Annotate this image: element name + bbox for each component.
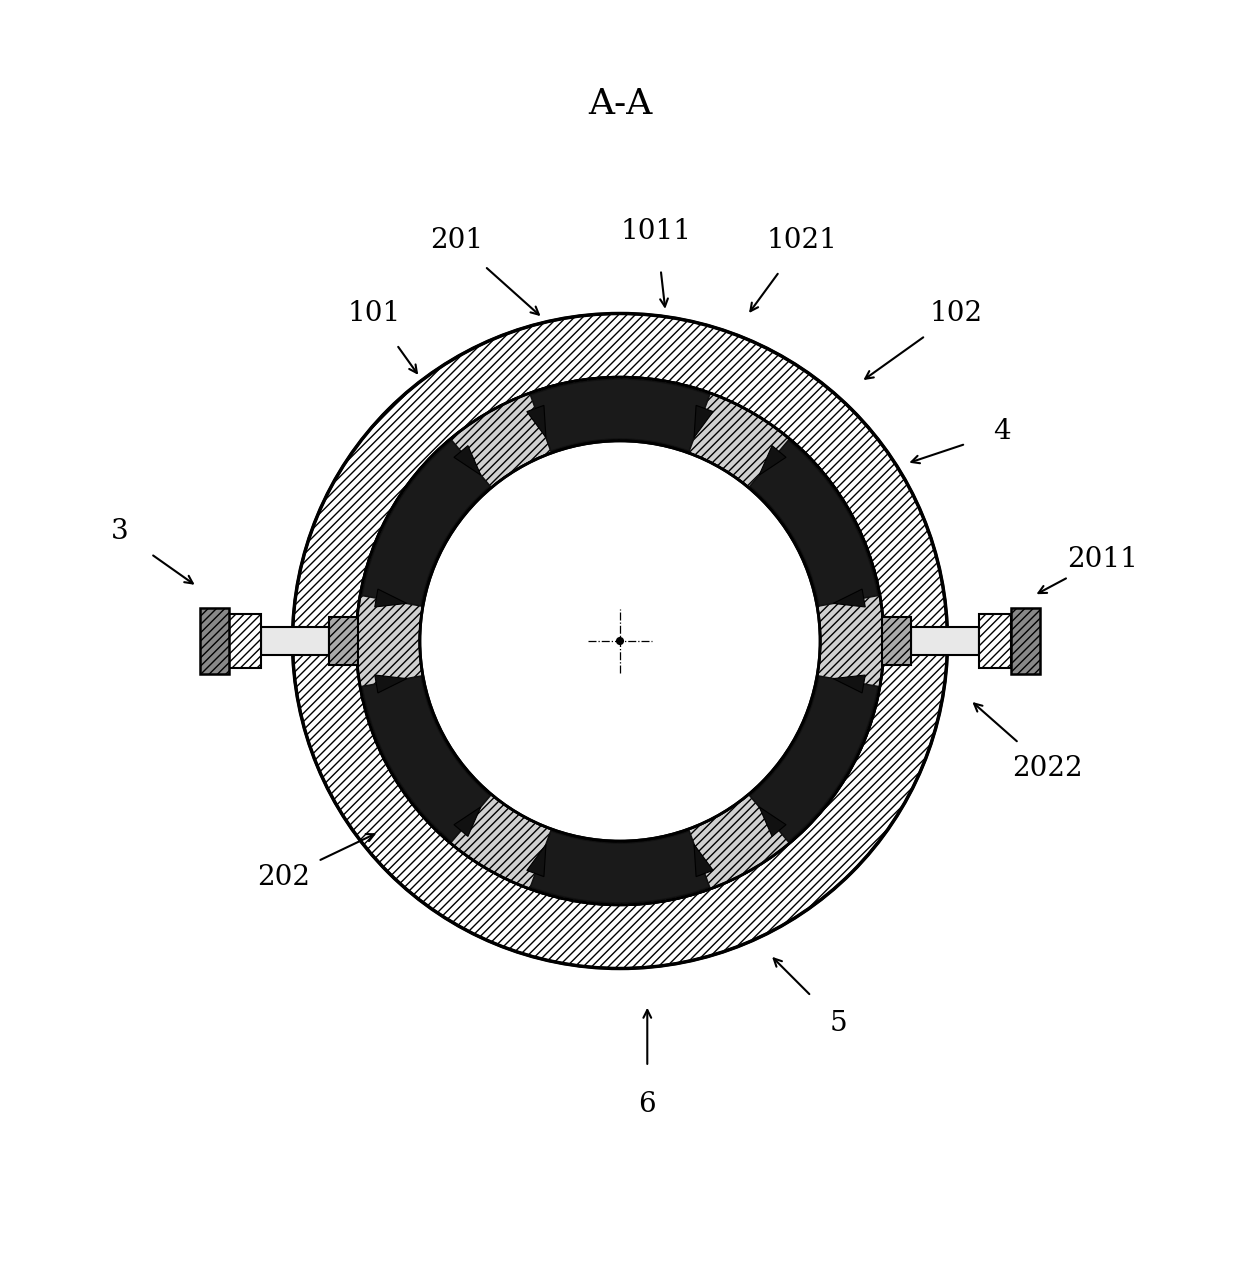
Bar (980, 614, 1011, 668)
Circle shape (293, 314, 947, 968)
Text: 6: 6 (639, 1091, 656, 1118)
Polygon shape (527, 845, 546, 877)
Bar (229, 614, 260, 668)
Circle shape (616, 637, 624, 645)
Polygon shape (454, 446, 481, 476)
Polygon shape (374, 588, 407, 606)
Circle shape (420, 441, 820, 841)
Text: A-A: A-A (588, 87, 652, 122)
Text: 1021: 1021 (766, 227, 837, 254)
Bar (200, 608, 229, 674)
Text: 102: 102 (930, 300, 983, 327)
Polygon shape (759, 446, 786, 476)
Wedge shape (750, 676, 878, 842)
Bar (911, 627, 980, 655)
Text: 5: 5 (830, 1010, 847, 1037)
Bar (1011, 608, 1040, 674)
Wedge shape (362, 676, 490, 842)
Text: 2011: 2011 (1066, 546, 1137, 573)
Text: 201: 201 (430, 227, 482, 254)
Polygon shape (694, 405, 713, 437)
Text: 101: 101 (347, 300, 401, 327)
Text: 1011: 1011 (621, 218, 692, 245)
Text: 202: 202 (257, 864, 310, 891)
Polygon shape (454, 806, 481, 836)
Wedge shape (531, 831, 709, 903)
Polygon shape (694, 845, 713, 877)
Text: 2022: 2022 (1012, 755, 1083, 782)
Text: 4: 4 (993, 418, 1011, 445)
Bar (260, 627, 329, 655)
Wedge shape (362, 440, 490, 606)
Wedge shape (531, 379, 709, 451)
Polygon shape (833, 676, 866, 694)
Polygon shape (527, 405, 546, 437)
Bar (329, 618, 358, 664)
Circle shape (356, 377, 884, 905)
Polygon shape (759, 806, 786, 836)
Polygon shape (374, 676, 407, 694)
Text: 3: 3 (110, 518, 129, 545)
Polygon shape (833, 588, 866, 606)
Wedge shape (750, 440, 878, 606)
Bar (882, 618, 911, 664)
